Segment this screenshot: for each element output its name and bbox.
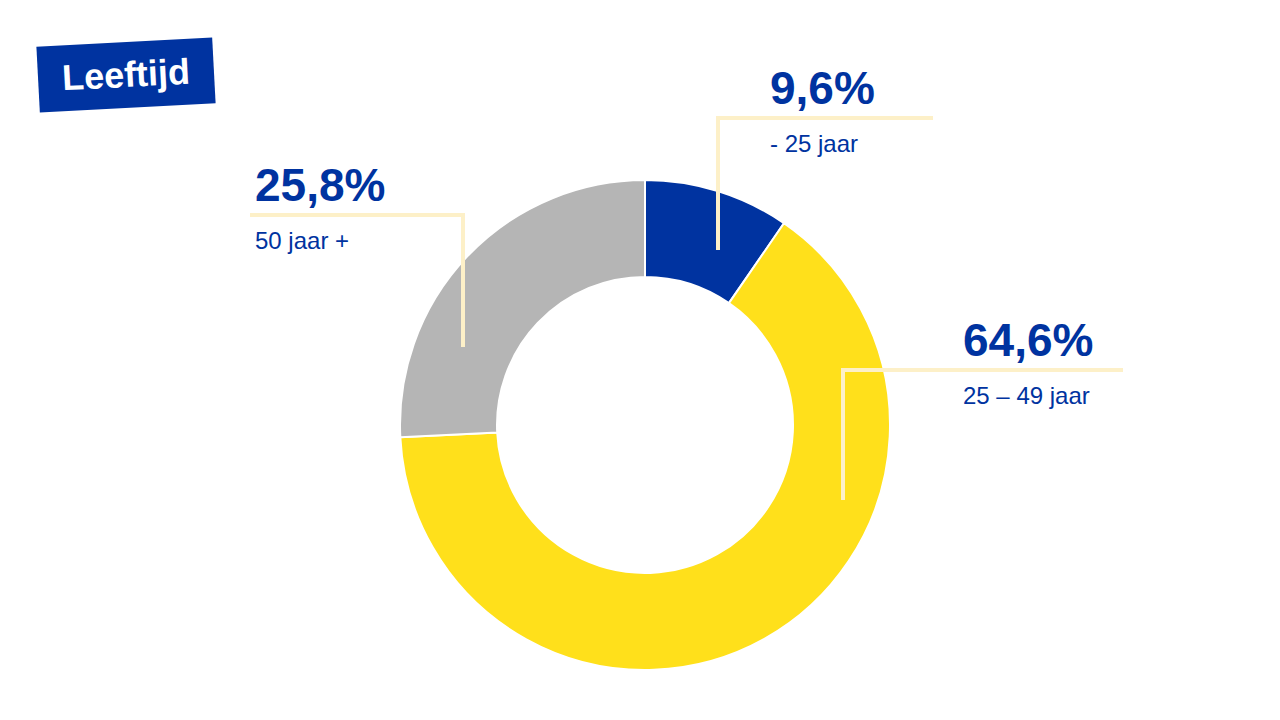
svg-text:- 25 jaar: - 25 jaar — [770, 130, 858, 157]
svg-text:50 jaar +: 50 jaar + — [255, 227, 349, 254]
svg-text:64,6%: 64,6% — [963, 314, 1093, 366]
html-text:Leeftijd: Leeftijd — [61, 50, 191, 99]
svg-text:25,8%: 25,8% — [255, 159, 385, 211]
svg-text:25 – 49 jaar: 25 – 49 jaar — [963, 382, 1090, 409]
svg-text:9,6%: 9,6% — [770, 62, 875, 114]
